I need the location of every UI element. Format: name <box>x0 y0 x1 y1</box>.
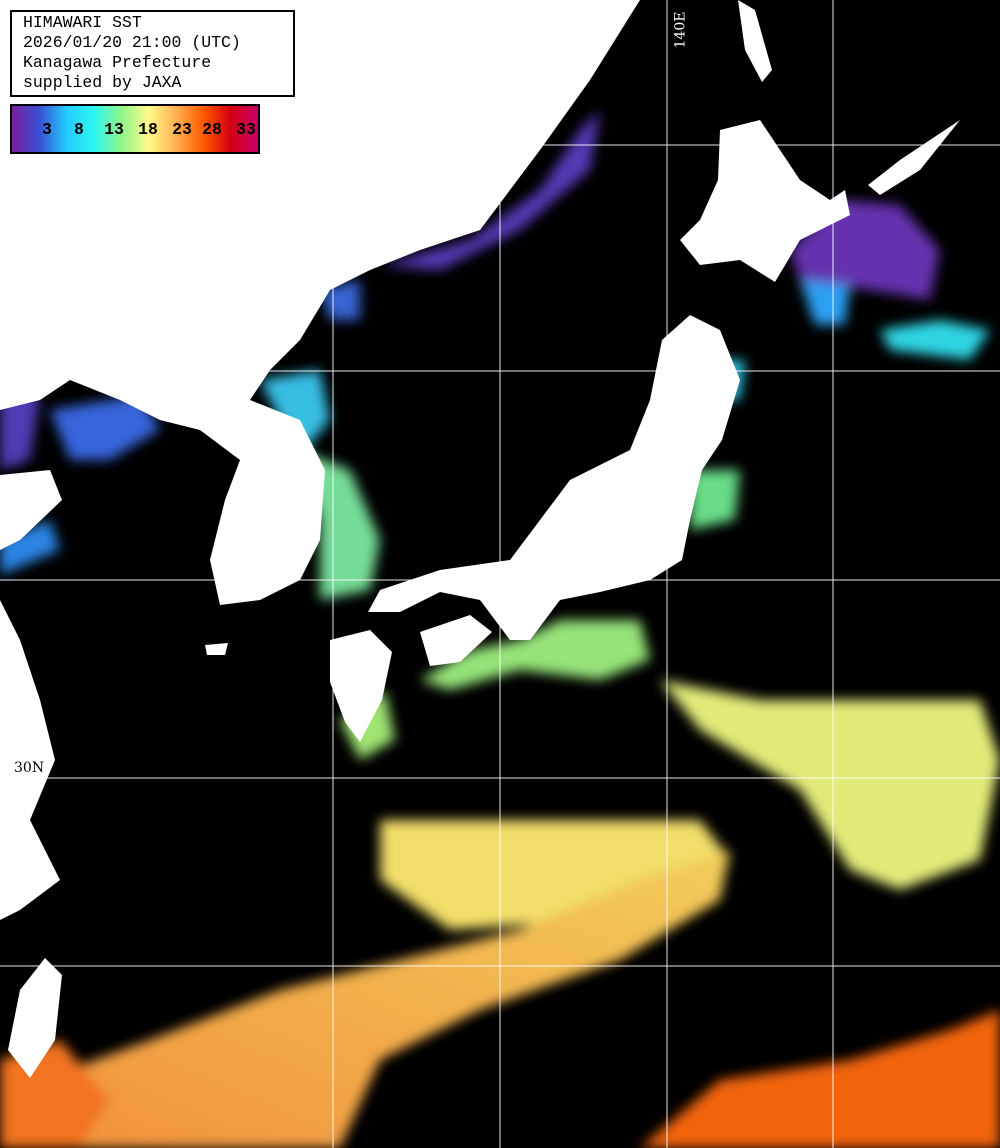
land-sakhalin <box>738 0 772 82</box>
sst-patch-yellow-sea-n <box>50 395 160 460</box>
colorbar-tick: 23 <box>172 120 192 139</box>
sst-patches <box>0 110 1000 1148</box>
land-china-east <box>0 600 60 920</box>
sst-patch-okhotsk-cyan <box>800 280 850 325</box>
colorbar-tick: 18 <box>138 120 158 139</box>
sst-patch-bohai <box>0 390 40 470</box>
lon-label-140e: 140E <box>672 11 689 49</box>
sst-patch-tohoku <box>690 470 740 530</box>
info-box: HIMAWARI SST 2026/01/20 21:00 (UTC) Kana… <box>10 10 295 97</box>
colorbar-tick: 33 <box>236 120 256 139</box>
land-ulleung <box>400 128 428 165</box>
sst-patch-south-orange <box>640 1010 1000 1148</box>
lat-label-40n: 40N <box>12 352 43 368</box>
colorbar-tick: 13 <box>104 120 124 139</box>
land-jeju <box>205 643 228 655</box>
land-hokkaido <box>680 120 850 282</box>
sst-patch-korea-coast <box>260 370 330 450</box>
colorbar-tick: 28 <box>202 120 222 139</box>
land-kyushu <box>330 630 392 742</box>
region-name: Kanagawa Prefecture <box>23 53 212 72</box>
colorbar-tick: 3 <box>42 120 52 139</box>
color-scale-bar: 3 8 13 18 23 28 33 <box>10 104 260 154</box>
map-title: HIMAWARI SST <box>23 13 142 32</box>
land-kuril <box>868 120 960 195</box>
observation-datetime: 2026/01/20 21:00 (UTC) <box>23 33 241 52</box>
sst-patch-pacific-yellow <box>660 680 1000 890</box>
sst-patch-shikoku <box>420 620 650 690</box>
sst-patch-central-yellow <box>380 820 730 930</box>
data-credit: supplied by JAXA <box>23 73 182 92</box>
colorbar-tick: 8 <box>74 120 84 139</box>
sst-patch-yellow-sea-s <box>0 520 60 575</box>
sst-patch-kuroshio <box>40 850 730 1148</box>
land-shikoku <box>420 615 492 666</box>
land-taiwan <box>8 958 62 1078</box>
land-honshu <box>368 315 740 640</box>
sst-patch-japan-sea-north <box>380 110 600 270</box>
sst-patch-east-pacific-cyan <box>880 320 990 360</box>
land-china-coast <box>0 470 62 550</box>
lat-label-30n: 30N <box>14 760 45 776</box>
